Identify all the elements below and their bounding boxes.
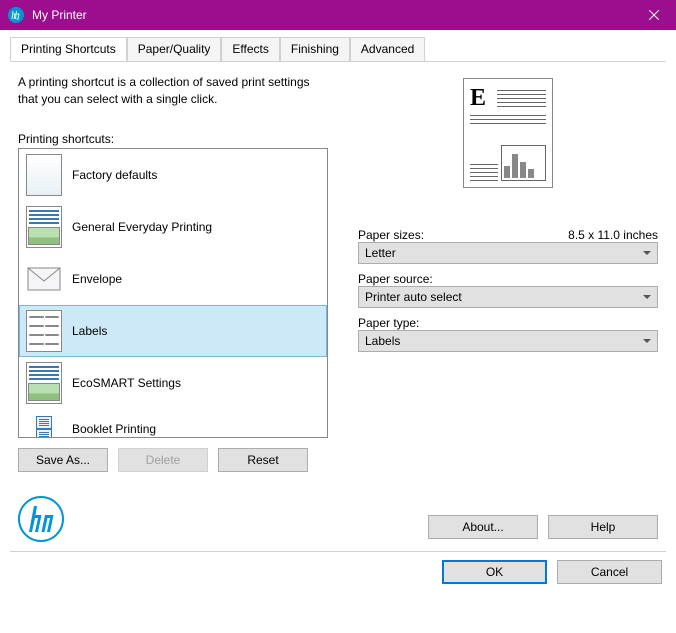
cancel-button[interactable]: Cancel [557, 560, 662, 584]
paper-sizes-dimensions: 8.5 x 11.0 inches [568, 228, 658, 242]
list-item[interactable]: General Everyday Printing [19, 201, 327, 253]
print-preview: E [463, 78, 553, 188]
list-item-label: EcoSMART Settings [72, 376, 181, 390]
list-item-label: Envelope [72, 272, 122, 286]
dropdown-value: Printer auto select [365, 290, 462, 304]
booklet-icon [26, 414, 62, 438]
tab-strip: Printing Shortcuts Paper/Quality Effects… [0, 30, 676, 61]
paper-source-dropdown[interactable]: Printer auto select [358, 286, 658, 308]
delete-button[interactable]: Delete [118, 448, 208, 472]
shortcuts-label: Printing shortcuts: [18, 132, 328, 146]
window-title: My Printer [32, 8, 631, 22]
list-item[interactable]: Labels [19, 305, 327, 357]
list-item[interactable]: EcoSMART Settings [19, 357, 327, 409]
description-text: A printing shortcut is a collection of s… [18, 74, 328, 108]
list-item-label: Labels [72, 324, 107, 338]
tab-advanced[interactable]: Advanced [350, 37, 425, 61]
reset-button[interactable]: Reset [218, 448, 308, 472]
list-item[interactable]: Factory defaults [19, 149, 327, 201]
tab-content: A printing shortcut is a collection of s… [0, 62, 676, 480]
paper-sizes-dropdown[interactable]: Letter [358, 242, 658, 264]
dropdown-value: Labels [365, 334, 400, 348]
paper-type-dropdown[interactable]: Labels [358, 330, 658, 352]
tab-effects[interactable]: Effects [221, 37, 279, 61]
ok-button[interactable]: OK [442, 560, 547, 584]
paper-icon [26, 154, 62, 196]
list-item-label: Factory defaults [72, 168, 157, 182]
labels-icon [26, 310, 62, 352]
tab-printing-shortcuts[interactable]: Printing Shortcuts [10, 37, 127, 61]
hp-icon [8, 7, 24, 23]
list-item[interactable]: Booklet Printing [19, 409, 327, 438]
list-item-label: Booklet Printing [72, 422, 156, 436]
paper-sizes-label: Paper sizes: [358, 228, 424, 242]
tab-paper-quality[interactable]: Paper/Quality [127, 37, 222, 61]
paper-type-label: Paper type: [358, 316, 658, 330]
list-item[interactable]: Envelope [19, 253, 327, 305]
paper-source-label: Paper source: [358, 272, 658, 286]
envelope-icon [26, 265, 62, 293]
document-icon [26, 206, 62, 248]
shortcuts-list[interactable]: Factory defaults General Everyday Printi… [18, 148, 328, 438]
save-as-button[interactable]: Save As... [18, 448, 108, 472]
list-item-label: General Everyday Printing [72, 220, 212, 234]
eco-icon [26, 362, 62, 404]
hp-logo [18, 496, 64, 545]
close-button[interactable] [631, 0, 676, 30]
tab-finishing[interactable]: Finishing [280, 37, 350, 61]
dropdown-value: Letter [365, 246, 396, 260]
about-button[interactable]: About... [428, 515, 538, 539]
help-button[interactable]: Help [548, 515, 658, 539]
titlebar: My Printer [0, 0, 676, 30]
